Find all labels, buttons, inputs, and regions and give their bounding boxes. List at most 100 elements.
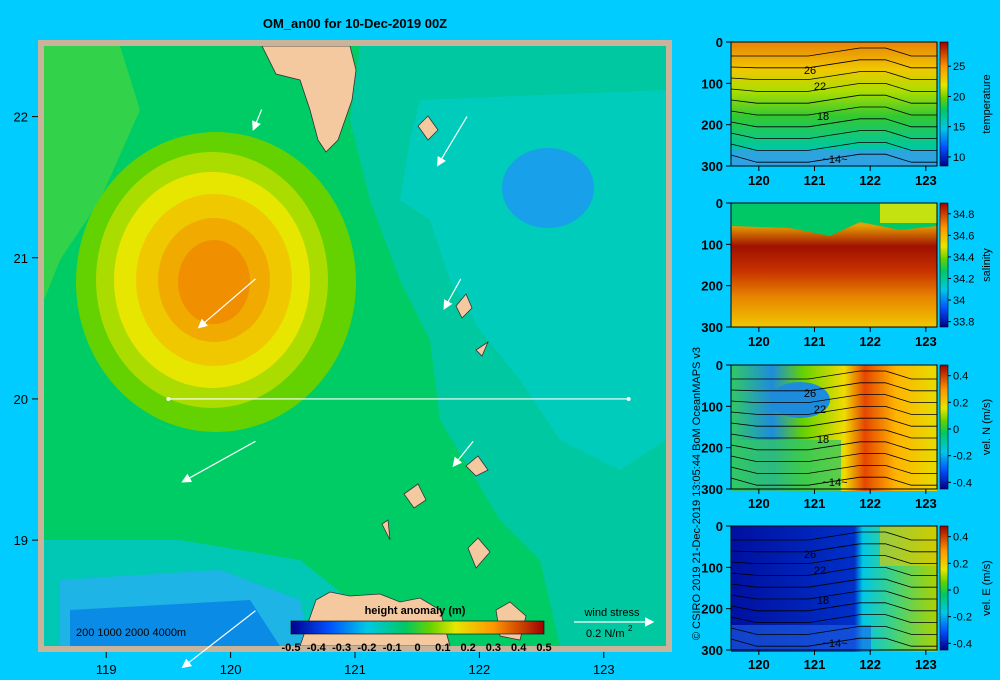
panel-x-tick-label: 123 — [915, 496, 937, 511]
contour-label: 18 — [817, 595, 829, 607]
panel-x-tick-label: 120 — [748, 657, 770, 672]
contour-label: ~14~ — [822, 477, 847, 489]
colorbar-tick-label: 34.2 — [953, 273, 974, 285]
panel-x-tick-label: 121 — [804, 657, 826, 672]
contour-line — [730, 543, 937, 553]
contour-line — [730, 567, 937, 576]
contour-line — [730, 465, 937, 474]
wind-stress-scale: 0.2 N/m — [586, 628, 625, 640]
panel-y-tick-label: 100 — [701, 237, 723, 252]
map-x-tick-label: 119 — [96, 662, 117, 677]
contour-line — [731, 370, 937, 380]
panel-x-tick-label: 123 — [915, 657, 937, 672]
contour-line — [730, 626, 937, 635]
contour-line — [730, 578, 937, 588]
chart-title: OM_an00 for 10-Dec-2019 00Z — [263, 16, 447, 31]
colorbar-tick-label: 34 — [953, 295, 965, 307]
colorbar-tick-label: 10 — [953, 152, 965, 164]
panel-variable-label: vel. N (m/s) — [981, 399, 993, 455]
contour-line — [730, 142, 937, 151]
map-x-tick-label: 122 — [469, 662, 491, 677]
contour-label: 22 — [814, 81, 826, 93]
wind-vector — [197, 278, 256, 329]
panel-y-tick-label: 200 — [701, 441, 723, 456]
wind-vector — [452, 440, 474, 468]
map-x-tick-label: 123 — [593, 662, 615, 677]
colorbar-tick-label: 20 — [953, 91, 965, 103]
contour-line — [730, 590, 937, 600]
colorbar-tick-label: 33.8 — [953, 317, 974, 329]
section-end-point — [626, 396, 631, 401]
wind-vector — [443, 278, 462, 310]
panel-y-tick-label: 0 — [716, 358, 723, 373]
cold-eddy-east — [502, 148, 594, 228]
colorbar-tick-label: -0.3 — [332, 642, 351, 654]
colorbar-tick-label: -0.2 — [953, 451, 972, 463]
panel-colorbar — [939, 364, 949, 490]
colorbar-tick-label: 34.4 — [953, 252, 974, 264]
panel-variable-label: vel. E (m/s) — [981, 560, 993, 616]
panel-x-tick-label: 120 — [748, 173, 770, 188]
panel-frame — [730, 525, 938, 651]
wind-vector — [252, 109, 263, 131]
panel-y-tick-label: 200 — [701, 279, 723, 294]
island — [417, 115, 439, 141]
credits: © CSIRO 2019 21-Dec-2019 13:05:44 BoM Oc… — [691, 347, 703, 640]
panel-y-tick-label: 300 — [701, 320, 723, 335]
panel-x-tick-label: 123 — [915, 173, 937, 188]
map-y-tick-label: 20 — [14, 392, 28, 407]
colorbar-tick-label: 0.1 — [435, 642, 450, 654]
wind-stress-exponent: 2 — [628, 624, 633, 633]
island — [465, 455, 489, 477]
contour-label: 26 — [804, 388, 816, 400]
section-start-point — [166, 396, 171, 401]
map-x-tick-label: 120 — [220, 662, 242, 677]
panel-y-tick-label: 0 — [716, 196, 723, 211]
panel-colorbar — [939, 41, 949, 167]
depth-legend: 200 1000 2000 4000m — [76, 627, 186, 639]
panel-colorbar — [939, 525, 949, 651]
panel-y-tick-label: 100 — [701, 560, 723, 575]
colorbar-tick-label: 0.2 — [953, 558, 968, 570]
island — [381, 519, 391, 541]
wind-stress-label: wind stress — [583, 607, 640, 619]
panel-variable-label: salinity — [981, 248, 993, 282]
colorbar-tick-label: 25 — [953, 61, 965, 73]
wind-vector — [181, 440, 256, 483]
contour-line — [730, 614, 937, 623]
colorbar-tick-label: 0 — [953, 424, 959, 436]
wind-vector — [181, 610, 256, 669]
contour-line — [730, 118, 937, 128]
island — [467, 537, 491, 569]
height-anomaly-colorbar: height anomaly (m) -0.5 -0.4 -0.3 -0.2 -0.1 0… — [282, 605, 552, 654]
map-axes: 119 120 121 122 123 19 20 21 22 — [14, 110, 615, 677]
contour-line — [730, 94, 937, 104]
contour-line — [730, 59, 937, 69]
colorbar-tick-label: -0.2 — [357, 642, 376, 654]
colorbar-tick-label: 0.2 — [953, 397, 968, 409]
contour-line — [730, 83, 937, 92]
wind-stress-key: wind stress 0.2 N/m 2 — [574, 607, 655, 640]
map-x-tick-label: 121 — [344, 662, 366, 677]
colorbar-tick-label: 34.8 — [953, 209, 974, 221]
colorbar-tick-label: 34.6 — [953, 230, 974, 242]
panel-y-tick-label: 100 — [701, 76, 723, 91]
contour-line — [730, 394, 937, 403]
contour-line — [730, 130, 937, 139]
panel-x-tick-label: 122 — [859, 496, 881, 511]
contour-line — [730, 106, 937, 116]
wind-vector — [436, 116, 468, 167]
contour-line — [730, 602, 937, 612]
colorbar-tick-label: 0.4 — [511, 642, 527, 654]
panel-y-tick-label: 0 — [716, 519, 723, 534]
contour-line — [730, 555, 937, 564]
panel-y-tick-label: 300 — [701, 482, 723, 497]
panel-y-tick-label: 300 — [701, 159, 723, 174]
colorbar-tick-label: 15 — [953, 122, 965, 134]
contour-line — [730, 453, 937, 462]
panel-x-tick-label: 121 — [804, 173, 826, 188]
panel-x-tick-label: 121 — [804, 334, 826, 349]
island — [475, 340, 489, 357]
